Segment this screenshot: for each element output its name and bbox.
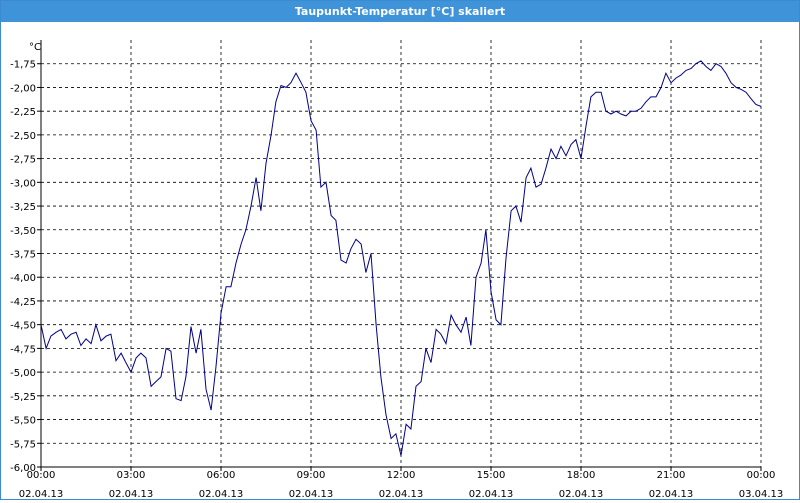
x-tick-time-label: 21:00 [657,470,686,481]
y-tick-label: -3,25 [10,202,36,213]
x-tick-date-label: 02.04.13 [379,489,424,499]
x-tick-time-label: 03:00 [117,470,146,481]
y-tick-label: -4,50 [10,321,36,332]
y-tick-label: -3,75 [10,250,36,261]
x-tick-date-label: 03.04.13 [739,489,784,499]
y-tick-label: -5,00 [10,368,36,379]
x-tick-time-label: 00:00 [27,470,56,481]
x-tick-time-label: 06:00 [207,470,236,481]
x-tick-time-label: 12:00 [387,470,416,481]
y-tick-label: -2,75 [10,155,36,166]
y-tick-label: -5,75 [10,439,36,450]
y-tick-label: -2,00 [10,83,36,94]
x-tick-time-label: 00:00 [747,470,776,481]
y-tick-label: -5,25 [10,392,36,403]
y-tick-label: -2,25 [10,107,36,118]
y-tick-label: -1,75 [10,60,36,71]
x-tick-date-label: 02.04.13 [199,489,244,499]
y-tick-label: -3,50 [10,226,36,237]
x-tick-time-label: 18:00 [567,470,596,481]
y-tick-label: -5,50 [10,416,36,427]
series-line-0 [40,60,762,456]
y-tick-label: -6,00 [10,463,36,474]
x-tick-date-label: 02.04.13 [469,489,514,499]
chart-area: °C -1,75 -2,00 -2,25 -2,50 -2,75 -3,00 -3,25 -3,… [1,22,799,500]
y-axis-unit-label: °C [29,42,41,53]
y-tick-label: -3,00 [10,178,36,189]
x-tick-date-label: 02.04.13 [649,489,694,499]
y-tick-label: -4,25 [10,297,36,308]
dewpoint-line-chart: °C -1,75 -2,00 -2,25 -2,50 -2,75 -3,00 -3,25 -3,… [10,40,784,500]
y-tick-label: -2,50 [10,131,36,142]
x-tick-date-label: 02.04.13 [559,489,604,499]
x-tick-date-label: 02.04.13 [289,489,334,499]
x-tick-time-label: 15:00 [477,470,506,481]
y-tick-label: -4,00 [10,273,36,284]
x-tick-time-label: 09:00 [297,470,326,481]
y-tick-label: -4,75 [10,344,36,355]
x-tick-date-label: 02.04.13 [109,489,154,499]
chart-title: Taupunkt-Temperatur [°C] skaliert [294,5,506,18]
window-title: Taupunkt-Temperatur [°C] skaliert [1,1,799,22]
x-tick-date-label: 02.04.13 [19,489,64,499]
